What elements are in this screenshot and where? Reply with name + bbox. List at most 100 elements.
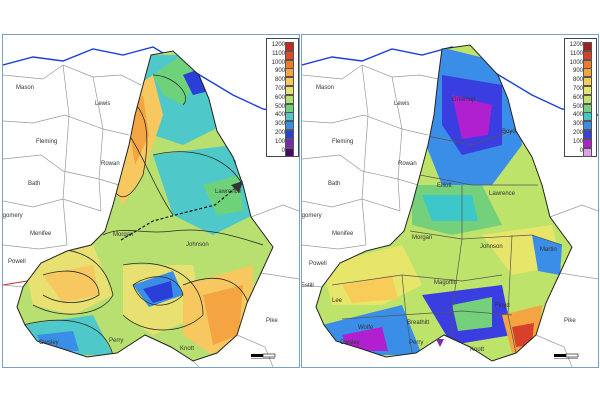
county-label-estill: Estill — [301, 283, 314, 289]
county-label-martin: Martin — [540, 247, 557, 253]
legend-swatch — [583, 77, 592, 87]
county-label-boyd: Boyd — [502, 129, 516, 135]
legend-label: 100 — [274, 138, 285, 145]
county-label-perry: Perry — [409, 340, 424, 346]
legend-row: 600 — [567, 94, 594, 104]
legend-row: 200 — [567, 129, 594, 139]
legend-swatch — [583, 50, 592, 60]
legend-label: 200 — [274, 130, 285, 136]
legend-row: 500 — [567, 103, 594, 113]
legend-row: 200 — [269, 129, 296, 139]
legend-row: 400 — [567, 111, 594, 122]
legend-swatch — [285, 103, 294, 113]
legend-row: 300 — [567, 120, 594, 131]
legend-label: 1200 — [271, 42, 285, 48]
legend-swatch — [285, 68, 294, 78]
right-county-boundaries — [331, 130, 563, 354]
legend-label: 800 — [572, 77, 583, 84]
county-label-perry: Perry — [109, 338, 124, 344]
legend-swatch — [583, 130, 592, 139]
county-label-owsley: Owsley — [340, 340, 360, 346]
county-label-powell: Powell — [309, 261, 327, 267]
legend-row: 700 — [567, 85, 594, 95]
left-region-outline — [16, 50, 274, 362]
legend-swatch — [285, 130, 294, 139]
legend-label: 1000 — [271, 59, 285, 66]
right-map-canvas — [302, 44, 598, 367]
legend-label: 500 — [274, 103, 285, 110]
county-label-lee: Lee — [332, 298, 343, 304]
county-label-magoffin: Magoffin — [434, 280, 457, 286]
county-label-morgan: Morgan — [412, 235, 433, 241]
county-label-wolfe: Wolfe — [358, 325, 374, 331]
ohio-river — [3, 46, 299, 116]
county-label-mason: Mason — [316, 85, 335, 91]
county-label-morgan: Morgan — [113, 232, 134, 238]
county-label-tgomery: tgomery — [301, 213, 322, 219]
legend-label: 100 — [572, 138, 583, 145]
legend-swatch — [583, 42, 592, 51]
county-label-powell: Powell — [8, 259, 26, 265]
legend-swatch — [285, 42, 294, 51]
right-region-outline — [315, 44, 573, 362]
right-map-panel[interactable]: Mason Lewis Greenup Boyd Fleming Rowan Bath Ell… — [301, 34, 599, 368]
right-raster-fill — [316, 45, 572, 361]
legend-row: 1200 — [567, 41, 594, 51]
legend-label: 700 — [274, 86, 285, 92]
legend-label: 400 — [572, 112, 583, 119]
county-label-fleming: Fleming — [332, 139, 354, 145]
legend-swatch — [583, 86, 592, 95]
county-label-johnson: Johnson — [186, 242, 209, 248]
right-legend: 1200 1100 1000 900 800 700 600 500 400 300 200 100 0 — [564, 38, 597, 157]
legend-swatch — [285, 94, 294, 104]
left-contour-fill — [17, 51, 273, 361]
legend-label: 900 — [274, 68, 285, 75]
county-label-lawrence: Lawrence — [489, 191, 516, 197]
legend-swatch — [583, 138, 592, 148]
background-county-lines — [302, 64, 598, 367]
legend-row: 700 — [269, 85, 296, 95]
right-scale-bar — [552, 351, 586, 361]
county-label-knott: Knott — [470, 347, 485, 353]
legend-row: 500 — [269, 103, 296, 113]
county-label-elliott: Elliott — [437, 183, 452, 189]
legend-swatch — [285, 112, 294, 122]
legend-label: 600 — [274, 94, 285, 101]
legend-label: 0 — [579, 147, 583, 154]
legend-row: 0 — [567, 147, 594, 157]
legend-swatch — [583, 112, 592, 122]
county-label-menifee: Menifee — [30, 231, 52, 237]
background-county-lines — [3, 64, 299, 367]
county-label-breathitt: Breathitt — [407, 320, 430, 326]
legend-row: 1000 — [269, 59, 296, 69]
legend-label: 300 — [572, 121, 583, 128]
county-label-lewis: Lewis — [394, 101, 410, 107]
county-label-bath: Bath — [28, 181, 41, 187]
county-label-rowan: Rowan — [398, 161, 417, 167]
legend-swatch — [583, 68, 592, 78]
county-label-floyd: Floyd — [495, 303, 510, 309]
county-label-pike: Pike — [266, 318, 278, 324]
legend-row: 100 — [567, 138, 594, 148]
county-label-rowan: Rowan — [101, 161, 120, 167]
legend-swatch — [583, 94, 592, 104]
county-label-greenup: Greenup — [452, 97, 476, 103]
ohio-river — [302, 46, 598, 116]
legend-row: 600 — [269, 94, 296, 104]
legend-row: 1200 — [269, 41, 296, 51]
legend-label: 600 — [572, 94, 583, 101]
legend-swatch — [583, 103, 592, 113]
county-label-lewis: Lewis — [95, 101, 111, 107]
legend-label: 300 — [274, 121, 285, 128]
legend-swatch — [285, 121, 294, 131]
legend-label: 200 — [572, 130, 583, 136]
left-map-canvas — [3, 46, 299, 367]
legend-row: 0 — [269, 147, 296, 157]
legend-row: 1100 — [567, 50, 594, 60]
legend-label: 800 — [274, 77, 285, 84]
legend-label: 0 — [281, 147, 285, 154]
county-label-johnson: Johnson — [480, 244, 503, 250]
left-map-panel[interactable]: Mason Lewis Fleming Rowan Bath tgomery Menifee… — [2, 34, 300, 368]
legend-swatch — [285, 138, 294, 148]
